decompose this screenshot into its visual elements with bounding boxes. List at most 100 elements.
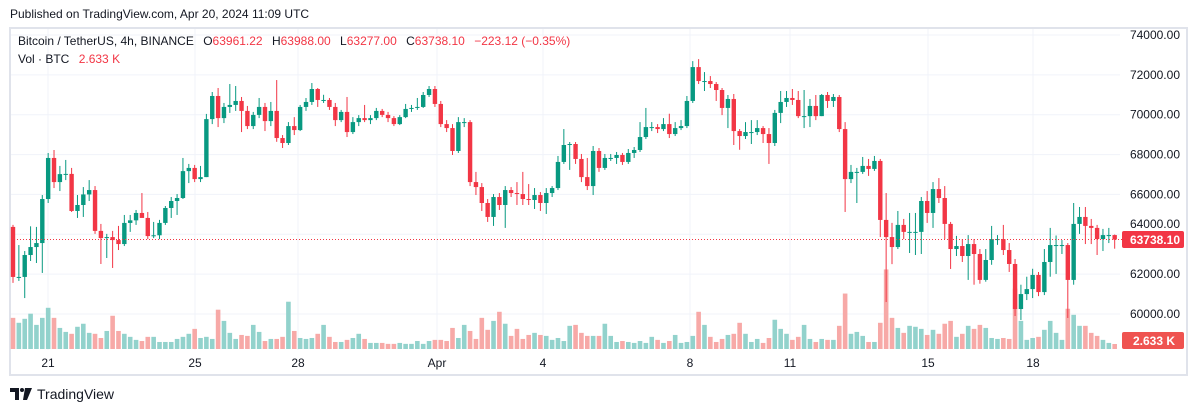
- candle[interactable]: [374, 107, 379, 121]
- candle[interactable]: [1018, 284, 1024, 320]
- candle[interactable]: [631, 146, 637, 158]
- candle[interactable]: [268, 101, 274, 127]
- candle[interactable]: [749, 120, 754, 145]
- candle[interactable]: [532, 188, 537, 209]
- candle[interactable]: [415, 97, 420, 110]
- candle[interactable]: [292, 117, 297, 136]
- candle[interactable]: [866, 158, 871, 176]
- candle[interactable]: [637, 122, 643, 152]
- candle[interactable]: [714, 82, 719, 101]
- candle[interactable]: [813, 94, 819, 121]
- candle[interactable]: [462, 118, 467, 128]
- candle[interactable]: [520, 171, 526, 205]
- candle[interactable]: [954, 235, 959, 257]
- candle[interactable]: [297, 104, 303, 132]
- candle[interactable]: [667, 113, 672, 139]
- candle[interactable]: [1083, 206, 1088, 245]
- candle[interactable]: [497, 193, 502, 210]
- candle[interactable]: [760, 126, 766, 144]
- candle[interactable]: [772, 109, 777, 147]
- candle[interactable]: [702, 72, 707, 91]
- candle[interactable]: [690, 61, 695, 103]
- candle[interactable]: [895, 210, 901, 250]
- candle[interactable]: [1001, 224, 1006, 256]
- candle[interactable]: [872, 155, 877, 171]
- candle[interactable]: [233, 86, 238, 111]
- candle[interactable]: [192, 164, 197, 183]
- candle[interactable]: [34, 226, 39, 263]
- candle[interactable]: [878, 158, 883, 238]
- candle[interactable]: [579, 153, 584, 183]
- candle[interactable]: [989, 225, 994, 265]
- candle[interactable]: [995, 235, 1000, 245]
- candle[interactable]: [643, 107, 649, 140]
- candle[interactable]: [16, 245, 22, 281]
- candle[interactable]: [678, 120, 684, 131]
- candle[interactable]: [672, 122, 678, 137]
- candle[interactable]: [684, 95, 690, 129]
- candle[interactable]: [766, 128, 772, 164]
- candle[interactable]: [450, 124, 455, 155]
- candle[interactable]: [186, 163, 191, 184]
- candle[interactable]: [801, 90, 807, 129]
- candle[interactable]: [280, 135, 285, 148]
- candle[interactable]: [22, 251, 27, 299]
- candle[interactable]: [139, 193, 145, 218]
- candle[interactable]: [215, 88, 221, 128]
- candle[interactable]: [303, 97, 309, 111]
- candle[interactable]: [626, 148, 631, 164]
- candle[interactable]: [807, 98, 813, 128]
- candle[interactable]: [133, 209, 139, 225]
- candle[interactable]: [204, 113, 209, 178]
- candle[interactable]: [854, 167, 860, 203]
- candle[interactable]: [356, 115, 361, 127]
- candle[interactable]: [391, 116, 397, 127]
- candle[interactable]: [169, 197, 174, 218]
- candle[interactable]: [1012, 258, 1018, 316]
- candle[interactable]: [28, 226, 33, 261]
- candle[interactable]: [75, 195, 80, 218]
- candle[interactable]: [221, 102, 227, 124]
- candle[interactable]: [409, 104, 414, 112]
- candle[interactable]: [731, 93, 736, 146]
- candle[interactable]: [725, 94, 731, 129]
- candle[interactable]: [1065, 243, 1070, 318]
- candle[interactable]: [368, 115, 373, 125]
- candle[interactable]: [327, 97, 332, 110]
- candle[interactable]: [755, 120, 760, 136]
- candle[interactable]: [426, 86, 432, 97]
- candle[interactable]: [1100, 228, 1106, 252]
- candle[interactable]: [555, 155, 561, 191]
- candle[interactable]: [919, 197, 924, 255]
- candle[interactable]: [1059, 240, 1065, 255]
- candle[interactable]: [128, 214, 133, 232]
- candle[interactable]: [116, 225, 121, 251]
- candle[interactable]: [913, 212, 918, 256]
- candle[interactable]: [538, 192, 543, 211]
- candle[interactable]: [708, 76, 713, 89]
- candle[interactable]: [719, 88, 725, 116]
- candle[interactable]: [51, 149, 57, 189]
- candle[interactable]: [614, 151, 619, 164]
- candle[interactable]: [344, 96, 350, 138]
- candle[interactable]: [1077, 206, 1082, 234]
- candle[interactable]: [145, 211, 150, 240]
- candle[interactable]: [596, 147, 602, 172]
- candle[interactable]: [784, 90, 789, 107]
- candle[interactable]: [924, 191, 930, 223]
- candle[interactable]: [1007, 243, 1012, 272]
- candle[interactable]: [661, 118, 666, 132]
- candle[interactable]: [104, 233, 109, 259]
- candle[interactable]: [151, 221, 156, 239]
- candle[interactable]: [831, 93, 836, 107]
- candle[interactable]: [491, 194, 496, 226]
- candle[interactable]: [549, 186, 555, 198]
- candle[interactable]: [942, 186, 947, 240]
- tradingview-logo[interactable]: TradingView: [10, 386, 114, 402]
- candle[interactable]: [620, 152, 625, 165]
- candle[interactable]: [930, 182, 936, 228]
- candle[interactable]: [608, 153, 613, 161]
- candle[interactable]: [561, 129, 567, 164]
- candle[interactable]: [901, 218, 906, 240]
